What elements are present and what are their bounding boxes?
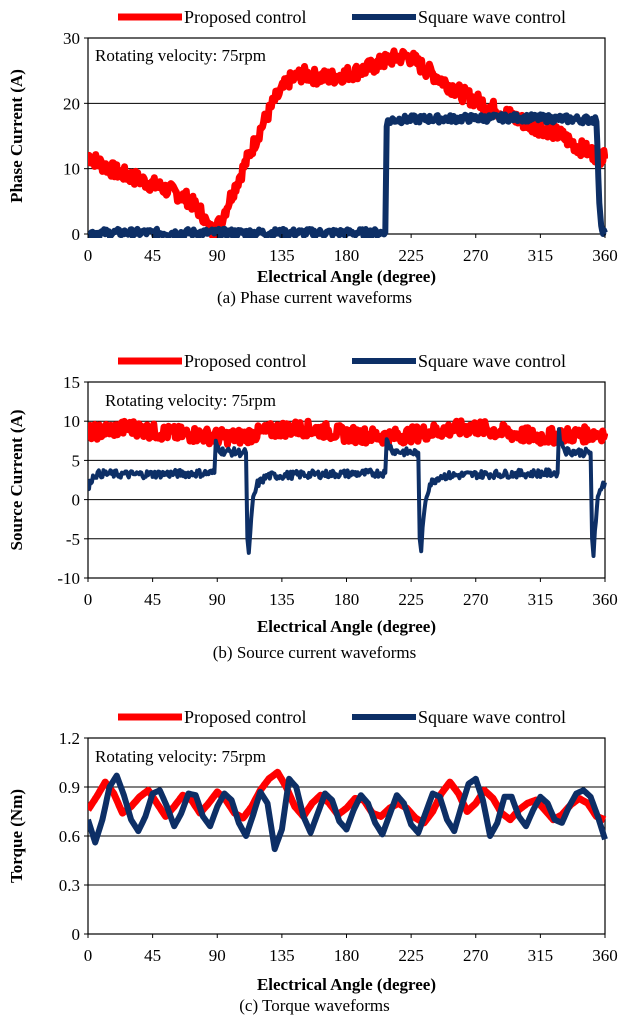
legend-label-square-wave: Square wave control	[418, 351, 566, 371]
x-axis-title: Electrical Angle (degree)	[257, 617, 436, 636]
y-tick-label: 20	[63, 94, 80, 113]
legend-label-proposed: Proposed control	[184, 707, 306, 727]
legend-label-square-wave: Square wave control	[418, 707, 566, 727]
y-tick-label: 30	[63, 29, 80, 48]
x-axis-title: Electrical Angle (degree)	[257, 267, 436, 286]
x-tick-label: 180	[334, 590, 360, 609]
series-group	[88, 47, 608, 238]
y-tick-label: 15	[63, 373, 80, 392]
x-tick-label: 45	[144, 946, 161, 965]
x-tick-label: 45	[144, 590, 161, 609]
chart-panel-1: 0 10 20 30 0 45 90 135 180 225 270 315 360 Electrical…	[7, 7, 618, 307]
x-tick-label: 180	[334, 946, 360, 965]
x-tick-label: 90	[209, 946, 226, 965]
chart-panel-3: 0 0.3 0.6 0.9 1.2 0 45 90 135 180 225 270 315 360 Elec…	[7, 707, 618, 1015]
x-tick-label: 225	[398, 246, 424, 265]
y-axis-title: Torque (Nm)	[7, 789, 26, 883]
y-axis-title: Phase Current (A)	[7, 69, 26, 203]
x-tick-label: 315	[528, 246, 554, 265]
x-tick-label: 135	[269, 590, 295, 609]
y-tick-label: 10	[63, 160, 80, 179]
y-tick-label: 0	[72, 491, 81, 510]
y-tick-label: 0.9	[59, 778, 80, 797]
plot-area-frame	[87, 381, 606, 579]
y-axis-title: Source Current (A)	[7, 409, 26, 550]
legend-label-proposed: Proposed control	[184, 7, 306, 27]
velocity-annotation: Rotating velocity: 75rpm	[95, 747, 266, 766]
panel-caption: (b) Source current waveforms	[213, 643, 416, 662]
y-tick-label: 0	[72, 925, 81, 944]
x-tick-label: 90	[209, 246, 226, 265]
legend-label-square-wave: Square wave control	[418, 7, 566, 27]
x-tick-label: 270	[463, 946, 489, 965]
x-axis-title: Electrical Angle (degree)	[257, 975, 436, 994]
x-tick-label: 315	[528, 590, 554, 609]
series-line-proposed	[88, 417, 608, 448]
x-tick-label: 135	[269, 946, 295, 965]
x-tick-label: 270	[463, 246, 489, 265]
x-tick-label: 45	[144, 246, 161, 265]
x-tick-label: 225	[398, 946, 424, 965]
x-tick-label: 315	[528, 946, 554, 965]
series-line-square-wave	[88, 111, 608, 238]
series-line-proposed	[88, 47, 608, 238]
panel-caption: (c) Torque waveforms	[239, 996, 390, 1015]
x-tick-label: 0	[84, 246, 93, 265]
series-line-square-wave	[88, 427, 607, 558]
x-tick-label: 270	[463, 590, 489, 609]
series-group	[88, 768, 608, 853]
y-tick-label: -10	[57, 569, 80, 588]
panel-caption: (a) Phase current waveforms	[217, 288, 412, 307]
y-tick-label: 0	[72, 225, 81, 244]
y-tick-label: -5	[66, 530, 80, 549]
velocity-annotation: Rotating velocity: 75rpm	[105, 391, 276, 410]
x-tick-label: 360	[592, 246, 618, 265]
series-group	[88, 417, 608, 558]
x-tick-label: 90	[209, 590, 226, 609]
y-tick-label: 1.2	[59, 729, 80, 748]
y-tick-label: 10	[63, 412, 80, 431]
x-tick-label: 180	[334, 246, 360, 265]
legend-label-proposed: Proposed control	[184, 351, 306, 371]
y-tick-label: 0.6	[59, 827, 80, 846]
x-tick-label: 0	[84, 590, 93, 609]
y-tick-label: 5	[72, 451, 81, 470]
velocity-annotation: Rotating velocity: 75rpm	[95, 46, 266, 65]
chart-panel-2: -10 -5 0 5 10 15 0 45 90 135 180 225 270 315 360 Electr…	[7, 351, 618, 662]
series-line-square-wave	[88, 772, 608, 853]
x-tick-label: 0	[84, 946, 93, 965]
x-tick-label: 225	[398, 590, 424, 609]
x-tick-label: 360	[592, 590, 618, 609]
x-tick-label: 135	[269, 246, 295, 265]
y-tick-label: 0.3	[59, 876, 80, 895]
x-tick-label: 360	[592, 946, 618, 965]
